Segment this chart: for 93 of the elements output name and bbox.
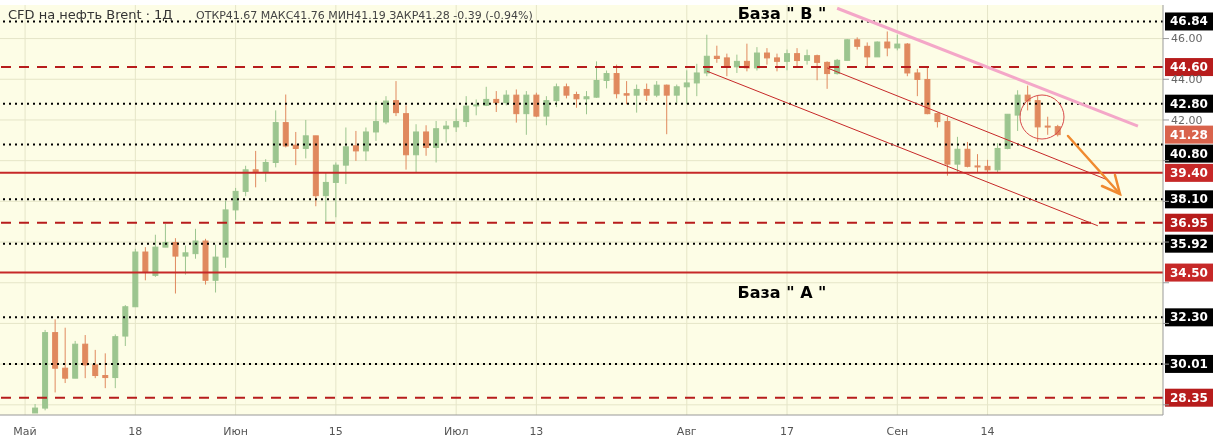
candlestick — [623, 80, 630, 105]
x-tick-label: 17 — [780, 425, 795, 438]
ref-line-label: 36.95 — [1170, 215, 1208, 230]
candlestick — [1024, 85, 1031, 111]
candlestick — [583, 90, 590, 115]
candlestick — [794, 47, 801, 68]
ref-line-label: 38.10 — [1170, 192, 1208, 207]
annotation: База " В " — [737, 4, 827, 23]
ref-line-label: 42.80 — [1170, 96, 1208, 111]
candlestick — [352, 130, 359, 162]
candlestick — [342, 126, 349, 185]
candlestick — [513, 88, 520, 124]
candlestick — [82, 334, 89, 379]
ref-line-label: 39.40 — [1170, 165, 1208, 180]
candlestick — [804, 49, 811, 66]
x-tick-label: 14 — [980, 425, 995, 438]
candlestick — [192, 228, 199, 260]
candlestick — [824, 60, 831, 90]
x-tick-label: Авг — [676, 425, 697, 438]
ref-line-label: 44.60 — [1170, 60, 1208, 75]
candlestick — [683, 69, 690, 105]
candlestick — [533, 92, 540, 118]
ref-line-label: 30.01 — [1170, 356, 1208, 371]
y-tick-label: 42.00 — [1171, 113, 1203, 127]
ref-line-label: 34.50 — [1170, 265, 1208, 280]
candlestick — [372, 100, 379, 142]
candlestick — [413, 123, 420, 173]
candlestick — [673, 84, 680, 104]
candlestick — [443, 120, 450, 144]
candlestick — [763, 47, 770, 66]
y-tick-label: 46.00 — [1171, 32, 1203, 46]
candlestick — [383, 95, 389, 125]
y-tick-label: 44.00 — [1171, 73, 1203, 87]
candlestick — [884, 30, 891, 57]
candlestick — [433, 120, 440, 163]
candlestick — [212, 244, 219, 294]
candlestick — [62, 327, 69, 384]
candlestick — [753, 46, 760, 72]
candlestick — [974, 153, 981, 174]
chart-title: CFD на нефть Brent · 1Д — [8, 7, 173, 22]
x-tick-label: Июл — [443, 425, 469, 438]
candlestick — [172, 237, 179, 295]
ref-line-label: 35.92 — [1170, 236, 1208, 251]
candlestick — [1044, 116, 1051, 136]
candlestick — [102, 352, 109, 389]
candlestick — [814, 54, 821, 81]
candlestick — [142, 246, 149, 281]
candlestick — [332, 161, 339, 218]
candlestick — [463, 95, 470, 128]
x-tick-label: Май — [13, 425, 37, 438]
annotation: База " А " — [737, 283, 827, 302]
x-tick-label: 15 — [328, 425, 343, 438]
x-tick-label: 18 — [128, 425, 143, 438]
candlestick — [182, 245, 189, 276]
candlestick — [523, 90, 530, 136]
candlestick — [864, 41, 871, 67]
candlestick — [723, 53, 730, 77]
candlestick — [302, 119, 309, 159]
x-tick-label: Сен — [886, 425, 909, 438]
candlestick — [1014, 89, 1021, 132]
candlestick — [423, 124, 430, 157]
candlestick — [92, 349, 99, 379]
candlestick — [733, 54, 740, 74]
chart-subtitle: ОТКР41.67 МАКС41.76 МИН41.19 ЗАКР41.28 -0.39 (-0.94%) — [196, 9, 533, 22]
candlestick — [393, 80, 399, 117]
candlestick — [262, 158, 269, 183]
ref-line-label: 40.80 — [1170, 146, 1208, 161]
x-tick-label: Июн — [223, 425, 248, 438]
candlestick — [232, 187, 239, 221]
candlestick — [693, 63, 700, 97]
candlestick — [322, 171, 329, 224]
candlestick — [774, 53, 780, 72]
candlestick — [784, 49, 790, 71]
candlestick — [292, 131, 299, 166]
candlestick — [954, 136, 961, 173]
x-tick-label: 13 — [529, 425, 544, 438]
candlestick — [994, 142, 1001, 174]
candlestick — [914, 68, 921, 97]
candlestick — [453, 108, 460, 133]
ref-line-label: 46.84 — [1170, 14, 1208, 29]
candlestick — [493, 90, 500, 113]
candlestick — [613, 64, 620, 99]
ref-line-label: 28.35 — [1170, 390, 1208, 405]
candlestick — [593, 60, 600, 99]
candlestick — [543, 95, 550, 126]
candlestick — [964, 141, 971, 168]
ref-line-label: 32.30 — [1170, 310, 1208, 325]
candlestick — [663, 84, 670, 135]
candlestick — [242, 165, 249, 197]
candlestick — [553, 83, 560, 108]
candlestick — [362, 126, 369, 162]
text: 41.28 — [1170, 127, 1208, 142]
candlestick — [633, 84, 640, 114]
